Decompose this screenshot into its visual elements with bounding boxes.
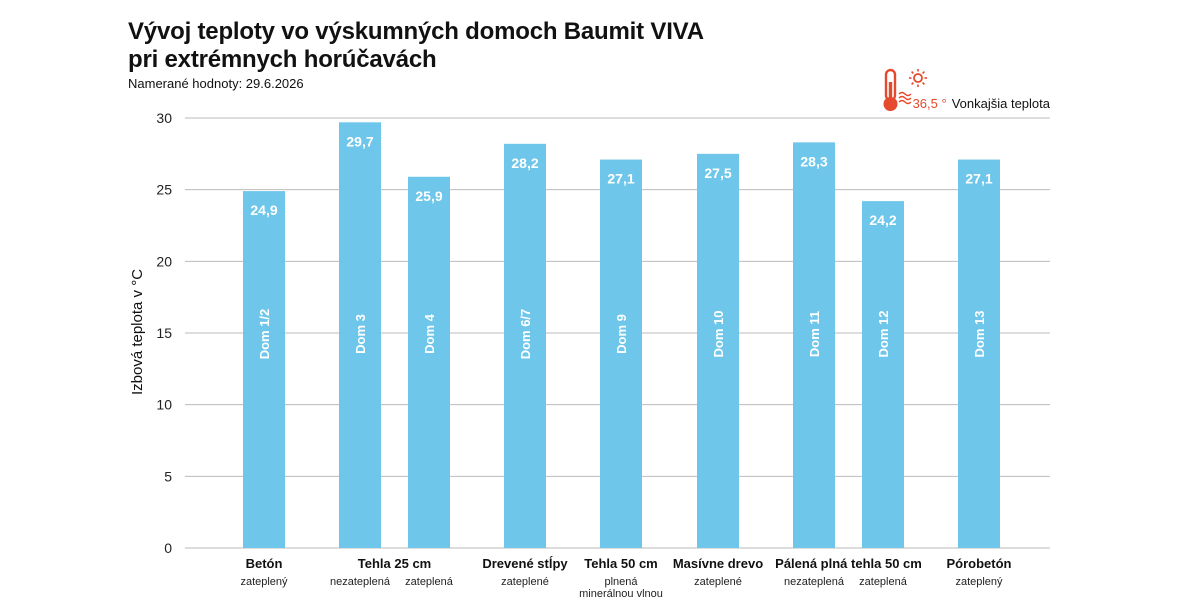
chart-title-line-2: pri extrémnych horúčavách xyxy=(128,46,437,73)
bar-house-label: Dom 9 xyxy=(614,314,629,354)
category-label: Pálená plná tehla 50 cm xyxy=(775,556,922,571)
category-label: Tehla 50 cm xyxy=(584,556,657,571)
legend: 36,5 ° Vonkajšia teplota xyxy=(913,96,1050,111)
category-sublabel: nezateplená xyxy=(784,576,845,588)
y-tick-label: 15 xyxy=(156,325,172,341)
bar-house-label: Dom 12 xyxy=(876,311,891,358)
y-tick-label: 0 xyxy=(164,540,172,556)
bar-house-label: Dom 13 xyxy=(972,311,987,358)
category-label: Pórobetón xyxy=(947,556,1012,571)
bar-value-label: 27,5 xyxy=(704,165,731,181)
bar-house-label: Dom 3 xyxy=(353,314,368,354)
bar xyxy=(408,176,450,548)
category-sublabel: zateplená xyxy=(405,576,454,588)
legend-value: 36,5 ° xyxy=(912,96,947,111)
bars: 24,9 Dom 1/2 29,7 Dom 3 25,9 Dom 4 28,2 Dom 6/7… xyxy=(243,122,1000,549)
chart-title: Vývoj teploty vo výskumných domoch Baumi… xyxy=(128,18,704,74)
category-label: Betón xyxy=(246,556,283,571)
bar-value-label: 27,1 xyxy=(607,171,634,187)
category-sublabel: zateplená xyxy=(859,576,908,588)
bar xyxy=(600,159,642,549)
bar-value-label: 27,1 xyxy=(965,171,992,187)
y-tick-label: 5 xyxy=(164,468,172,484)
bar-value-label: 28,2 xyxy=(511,155,538,171)
bar xyxy=(339,122,381,549)
y-tick-label: 30 xyxy=(156,110,172,126)
chart-title-line-1: Vývoj teploty vo výskumných domoch Baumi… xyxy=(128,18,704,45)
bar xyxy=(243,191,285,548)
category-sublabel: zateplený xyxy=(955,576,1003,588)
category-sublabel: nezateplená xyxy=(330,576,391,588)
category-sublabel: zateplený xyxy=(240,576,288,588)
y-axis-label: Izbová teplota v °C xyxy=(129,269,146,395)
category-sublabel: zateplené xyxy=(694,576,742,588)
bar-value-label: 25,9 xyxy=(415,188,442,204)
bar-house-label: Dom 11 xyxy=(807,311,822,357)
y-tick-labels: 0 5 10 15 20 25 30 xyxy=(156,110,172,556)
bar xyxy=(793,142,835,548)
y-tick-label: 20 xyxy=(156,253,172,269)
category-label: Drevené stĺpy xyxy=(482,556,568,571)
bar-house-label: Dom 4 xyxy=(422,313,437,354)
category-label: Tehla 25 cm xyxy=(358,556,431,571)
bar xyxy=(504,143,546,549)
bar-value-label: 28,3 xyxy=(800,153,827,169)
bar xyxy=(697,153,739,549)
y-tick-label: 10 xyxy=(156,397,172,413)
bar-house-label: Dom 1/2 xyxy=(257,309,272,360)
bar-house-label: Dom 10 xyxy=(711,311,726,358)
legend-label: Vonkajšia teplota xyxy=(951,96,1050,111)
category-labels: Betón zateplený Tehla 25 cm nezateplená zate… xyxy=(240,556,1011,600)
thermometer-sun-icon xyxy=(883,68,927,111)
y-tick-label: 25 xyxy=(156,182,172,198)
bar xyxy=(862,201,904,548)
bar-house-label: Dom 6/7 xyxy=(518,309,533,360)
category-sublabel: plnená minerálnou vlnou xyxy=(579,576,663,600)
chart-subtitle: Namerané hodnoty: 29.6.2026 xyxy=(128,76,304,91)
category-sublabel: zateplené xyxy=(501,576,549,588)
bar-value-label: 29,7 xyxy=(346,133,373,149)
category-label: Masívne drevo xyxy=(673,556,763,571)
bar-value-label: 24,2 xyxy=(869,212,896,228)
bar xyxy=(958,159,1000,549)
bar-value-label: 24,9 xyxy=(250,202,277,218)
